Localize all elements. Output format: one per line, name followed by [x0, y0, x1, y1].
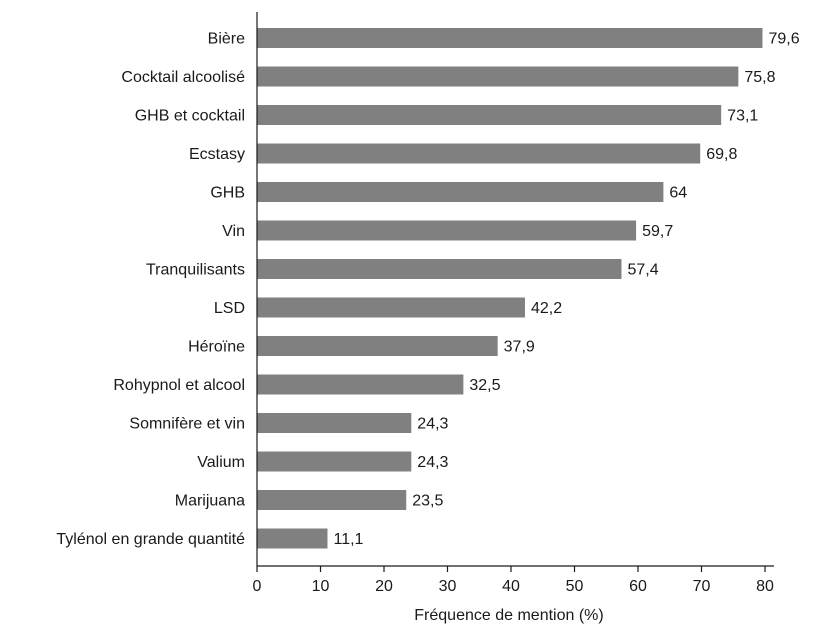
bar-9 — [257, 374, 464, 395]
value-label: 24,3 — [417, 454, 448, 471]
x-tick-label: 20 — [375, 578, 393, 595]
value-label: 57,4 — [627, 262, 658, 279]
bars-group — [257, 28, 763, 549]
value-label: 24,3 — [417, 416, 448, 433]
x-ticks-group: 0 10 20 30 40 50 60 70 80 — [253, 566, 774, 595]
category-label: Ecstasy — [189, 146, 245, 163]
bar-3 — [257, 143, 701, 164]
value-label: 32,5 — [469, 377, 500, 394]
category-label: Tranquilisants — [146, 262, 245, 279]
bar-0 — [257, 28, 763, 48]
value-labels-group: 79,6 75,8 73,1 69,8 64 59,7 57,4 42,2 37,9 32,5 24… — [333, 31, 799, 549]
value-label: 75,8 — [744, 69, 775, 86]
category-label: GHB — [210, 185, 245, 202]
category-label: Tylénol en grande quantité — [56, 531, 245, 548]
category-label: Somnifère et vin — [129, 416, 245, 433]
bar-1 — [257, 66, 739, 87]
x-tick-label: 70 — [693, 578, 711, 595]
bar-8 — [257, 336, 498, 356]
x-tick-label: 30 — [439, 578, 457, 595]
category-label: Vin — [222, 223, 245, 240]
bar-13 — [257, 528, 328, 549]
x-tick-label: 50 — [566, 578, 584, 595]
bar-10 — [257, 413, 412, 433]
x-tick-label: 40 — [502, 578, 520, 595]
value-label: 42,2 — [531, 300, 562, 317]
category-label: Bière — [208, 31, 245, 48]
category-label: Rohypnol et alcool — [113, 377, 245, 394]
bar-5 — [257, 220, 637, 241]
category-label: Cocktail alcoolisé — [121, 69, 245, 86]
value-label: 73,1 — [727, 108, 758, 125]
x-tick-label: 80 — [756, 578, 774, 595]
category-labels-group: Bière Cocktail alcoolisé GHB et cocktail Ec… — [56, 31, 245, 549]
bar-11 — [257, 451, 412, 472]
value-label: 23,5 — [412, 493, 443, 510]
x-tick-label: 60 — [629, 578, 647, 595]
x-tick-label: 0 — [253, 578, 262, 595]
bar-12 — [257, 490, 407, 510]
bar-7 — [257, 297, 525, 318]
bar-2 — [257, 105, 722, 125]
value-label: 79,6 — [768, 31, 799, 48]
category-label: Héroïne — [188, 339, 245, 356]
category-label: Valium — [197, 454, 245, 471]
x-axis-title: Fréquence de mention (%) — [414, 607, 603, 624]
bar-4 — [257, 182, 664, 202]
value-label: 69,8 — [706, 146, 737, 163]
category-label: Marijuana — [175, 493, 245, 510]
bar-6 — [257, 259, 622, 279]
value-label: 59,7 — [642, 223, 673, 240]
value-label: 37,9 — [504, 339, 535, 356]
x-tick-label: 10 — [312, 578, 330, 595]
category-label: LSD — [214, 300, 245, 317]
value-label: 64 — [669, 185, 687, 202]
category-label: GHB et cocktail — [135, 108, 245, 125]
value-label: 11,1 — [333, 531, 363, 548]
